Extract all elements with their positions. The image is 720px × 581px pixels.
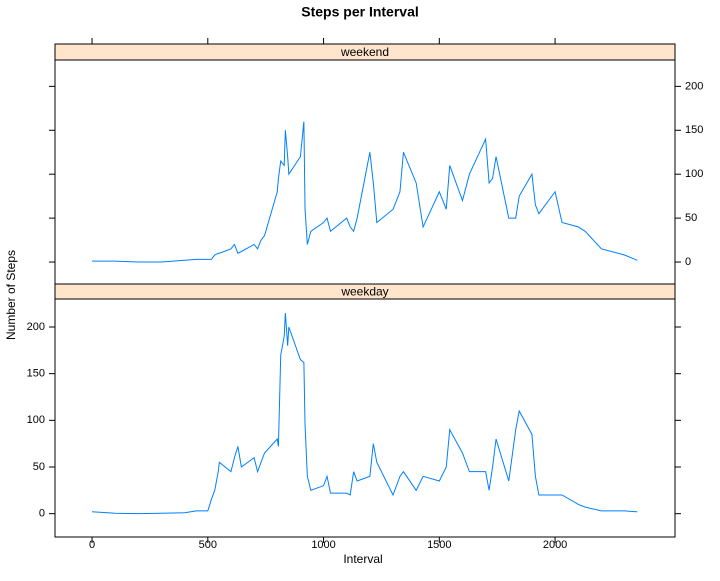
series-line <box>92 121 638 263</box>
chart-title: Steps per Interval <box>301 4 419 20</box>
y-tick-label: 150 <box>685 124 703 136</box>
strip-label: weekend <box>340 45 389 59</box>
y-tick-label: 50 <box>33 461 45 473</box>
x-axis-label: Interval <box>343 552 382 566</box>
series-line <box>92 312 638 515</box>
x-tick-label: 1500 <box>427 539 451 551</box>
y-tick-label: 200 <box>27 321 45 333</box>
y-tick-label: 200 <box>685 80 703 92</box>
x-tick-label: 0 <box>89 539 95 551</box>
panel <box>54 59 676 285</box>
x-tick-label: 2000 <box>543 539 567 551</box>
y-tick-label: 0 <box>685 256 691 268</box>
y-tick-label: 100 <box>685 168 703 180</box>
y-tick-label: 0 <box>39 508 45 520</box>
y-axis-label: Number of Steps <box>4 250 18 340</box>
x-tick-label: 1000 <box>311 539 335 551</box>
y-tick-label: 100 <box>27 414 45 426</box>
x-tick-label: 500 <box>199 539 217 551</box>
panel <box>54 298 676 538</box>
y-tick-label: 150 <box>27 368 45 380</box>
y-tick-label: 50 <box>685 212 697 224</box>
strip-label: weekday <box>340 285 388 299</box>
